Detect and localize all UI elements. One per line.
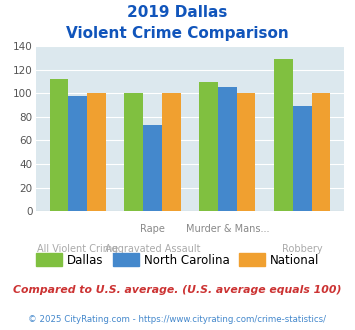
Bar — [162, 93, 181, 211]
Bar — [87, 93, 106, 211]
Bar — [293, 106, 312, 211]
Bar — [68, 96, 87, 211]
Text: Murder & Mans...: Murder & Mans... — [186, 224, 269, 234]
Text: Compared to U.S. average. (U.S. average equals 100): Compared to U.S. average. (U.S. average … — [13, 285, 342, 295]
Bar — [274, 59, 293, 211]
Text: 2019 Dallas: 2019 Dallas — [127, 5, 228, 20]
Bar — [143, 125, 162, 211]
Bar — [124, 93, 143, 211]
Text: All Violent Crime: All Violent Crime — [37, 244, 118, 254]
Legend: Dallas, North Carolina, National: Dallas, North Carolina, National — [32, 248, 323, 271]
Bar — [218, 87, 237, 211]
Text: Violent Crime Comparison: Violent Crime Comparison — [66, 26, 289, 41]
Bar — [312, 93, 330, 211]
Bar — [50, 79, 68, 211]
Text: © 2025 CityRating.com - https://www.cityrating.com/crime-statistics/: © 2025 CityRating.com - https://www.city… — [28, 315, 327, 324]
Text: Rape: Rape — [140, 224, 165, 234]
Text: Robbery: Robbery — [282, 244, 323, 254]
Bar — [237, 93, 256, 211]
Bar — [199, 82, 218, 211]
Text: Aggravated Assault: Aggravated Assault — [105, 244, 200, 254]
